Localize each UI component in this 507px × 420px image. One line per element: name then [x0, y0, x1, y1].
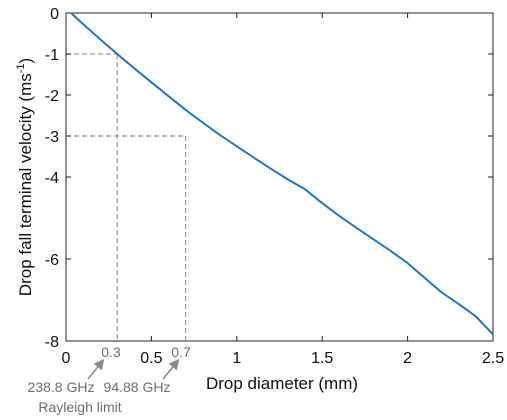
annotation-rayleigh: Rayleigh limit	[38, 399, 121, 415]
x-tick-label: 2.5	[482, 350, 504, 367]
y-axis-title-close: )	[16, 58, 35, 64]
y-tick-label: -8	[45, 334, 59, 351]
series-layer	[70, 12, 494, 336]
x-tick-label: 1.5	[311, 350, 333, 367]
x-tick-label: 0.5	[140, 350, 162, 367]
y-tick-label: 0	[50, 6, 59, 23]
marker-label-0.3: 0.3	[101, 344, 121, 360]
annotation-arrow-1	[87, 358, 105, 380]
x-tick-label: 1	[232, 350, 241, 367]
y-tick-label: -4	[45, 170, 59, 187]
x-tick-label: 0	[62, 350, 71, 367]
plot-frame	[65, 12, 494, 342]
annotation-freq-1: 238.8 GHz	[28, 379, 95, 395]
annotation-freq-2: 94.88 GHz	[104, 379, 171, 395]
x-axis-ticks: 0 0.5 1 1.5 2 2.5	[62, 13, 504, 367]
y-axis-ticks: -8 -6 -4 -3 -2 -1 0	[45, 6, 493, 351]
x-axis-title: Drop diameter (mm)	[206, 374, 358, 393]
y-tick-label: -3	[45, 129, 59, 146]
x-tick-label: 2	[403, 350, 412, 367]
annotation-arrow-2	[162, 358, 180, 380]
y-axis-title-main: Drop fall terminal velocity (ms	[16, 73, 35, 296]
y-axis-title-sup: -1	[15, 63, 27, 73]
marker-label-0.7: 0.7	[171, 344, 191, 360]
y-tick-label: -6	[45, 252, 59, 269]
y-axis-title: Drop fall terminal velocity (ms-1)	[15, 58, 35, 296]
y-tick-label: -2	[45, 88, 59, 105]
y-tick-label: -1	[45, 47, 59, 64]
velocity-series-line	[70, 12, 494, 336]
reference-lines	[66, 53, 187, 341]
